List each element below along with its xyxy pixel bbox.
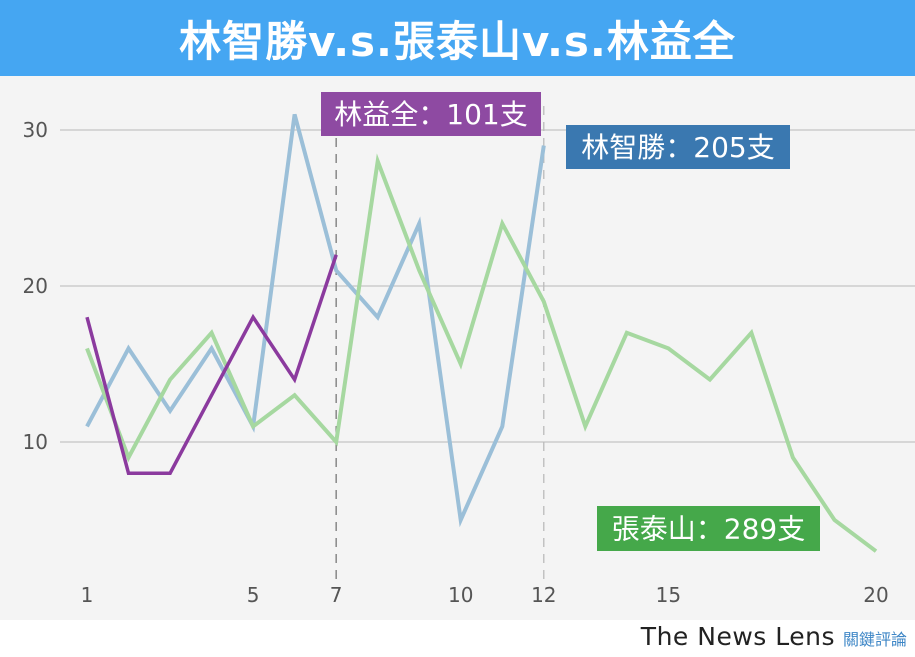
brand-name-chinese: 關鍵評論	[842, 630, 907, 649]
brand-name: The News Lens	[640, 622, 835, 651]
x-tick-label: 5	[247, 583, 260, 607]
x-tick-label: 10	[448, 583, 473, 607]
series-line-lin_zhisheng	[85, 113, 546, 528]
footer: The News Lens 關鍵評論	[0, 620, 915, 657]
x-tick-label: 20	[863, 583, 888, 607]
annotation-box-lin_yiquan	[321, 92, 541, 136]
annotation-box-zhang_taishan	[597, 506, 820, 551]
annotation-box-lin_zhisheng	[566, 125, 790, 169]
annotation-label-zhang_taishan: 張泰山：289支	[612, 513, 805, 546]
x-tick-label: 7	[330, 583, 343, 607]
chart-title: 林智勝v.s.張泰山v.s.林益全	[179, 16, 736, 66]
x-tick-label: 1	[81, 583, 94, 607]
brand-logo: The News Lens 關鍵評論	[641, 622, 907, 651]
series-line-lin_yiquan	[85, 254, 338, 475]
y-tick-label: 30	[23, 118, 48, 142]
title-bar: 林智勝v.s.張泰山v.s.林益全	[0, 0, 915, 76]
y-tick-label: 10	[23, 430, 48, 454]
x-tick-label: 12	[531, 583, 556, 607]
annotation-label-lin_zhisheng: 林智勝：205支	[581, 131, 774, 164]
series-line-zhang_taishan	[85, 153, 878, 553]
chart-area: 10 20 30 1 5 7 10 12 15 20 林益全：101支 林智勝：205支 張泰山：289…	[0, 76, 915, 620]
x-tick-label: 15	[656, 583, 681, 607]
annotation-label-lin_yiquan: 林益全：101支	[334, 98, 527, 131]
y-tick-label: 20	[23, 274, 48, 298]
